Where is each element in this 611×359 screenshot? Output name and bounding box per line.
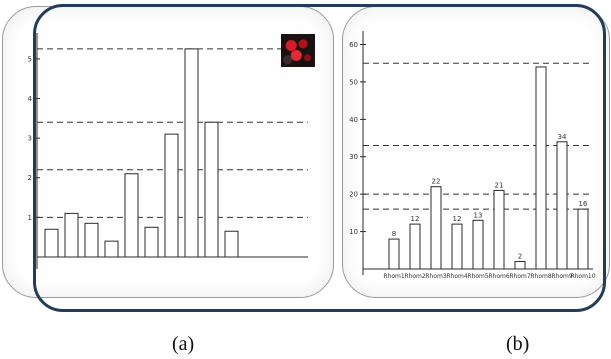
y-tick-label: 2 — [28, 174, 32, 182]
bar — [577, 208, 589, 270]
y-tick-label: 3 — [28, 135, 32, 143]
x-category-label: Rhom4 — [446, 273, 467, 280]
x-category-label: Rhom1 — [383, 273, 404, 280]
bar — [388, 238, 400, 270]
y-tick-label: 40 — [349, 116, 358, 124]
x-category-label: Rhom10 — [570, 273, 595, 280]
y-tick-label: 20 — [349, 191, 358, 199]
bar — [493, 189, 505, 270]
y-tick-label: 10 — [349, 228, 358, 236]
bar — [84, 222, 99, 258]
bar — [430, 186, 442, 270]
bar — [204, 121, 219, 258]
bar-value-label: 16 — [579, 200, 588, 208]
y-tick-label: 30 — [349, 153, 358, 161]
x-category-label: Rhom5 — [467, 273, 488, 280]
bar-value-label: 12 — [411, 215, 420, 223]
bar — [164, 133, 179, 258]
y-tick-label: 1 — [28, 214, 32, 222]
bar — [64, 212, 79, 258]
subfigure-label-a: (a) — [172, 333, 195, 355]
bar — [535, 66, 547, 270]
chart-panel-b: 10 20 30 40 50 60 8 Rhom1 12 Rhom2 22 Rhom3 12 Rhom4 1… — [342, 6, 610, 298]
bar-value-label: 22 — [432, 178, 441, 186]
x-category-label: Rhom3 — [425, 273, 446, 280]
bar-value-label: 13 — [474, 211, 483, 219]
bar-value-label: 21 — [495, 181, 504, 189]
bar — [556, 141, 568, 270]
bar — [184, 48, 199, 258]
bar — [144, 226, 159, 258]
bar — [514, 261, 526, 270]
subfigure-label-b: (b) — [506, 333, 530, 355]
x-category-label: Rhom8 — [530, 273, 551, 280]
bar-value-label: 8 — [392, 230, 396, 238]
x-category-label: Rhom2 — [404, 273, 425, 280]
bar-value-label: 12 — [453, 215, 462, 223]
bar-value-label: 34 — [558, 133, 567, 141]
bar — [451, 223, 463, 270]
x-category-label: Rhom6 — [488, 273, 509, 280]
bar — [124, 173, 139, 258]
y-tick-label: 60 — [349, 41, 358, 49]
y-tick-label: 4 — [28, 95, 33, 103]
bar — [409, 223, 421, 270]
bar-chart-b: 10 20 30 40 50 60 8 Rhom1 12 Rhom2 22 Rhom3 12 Rhom4 1… — [349, 31, 596, 280]
flower-photo-thumbnail — [281, 34, 315, 67]
bar — [224, 230, 239, 258]
bar-chart-a: 1 2 3 4 5 — [28, 33, 308, 269]
bar — [472, 219, 484, 270]
bar — [104, 240, 119, 258]
y-tick-label: 50 — [349, 78, 358, 86]
bar — [44, 228, 59, 258]
x-category-label: Rhom9 — [551, 273, 572, 280]
chart-panel-a: 1 2 3 4 5 — [2, 6, 334, 298]
bar-value-label: 2 — [518, 253, 522, 261]
x-category-label: Rhom7 — [509, 273, 530, 280]
y-tick-label: 5 — [28, 55, 32, 63]
